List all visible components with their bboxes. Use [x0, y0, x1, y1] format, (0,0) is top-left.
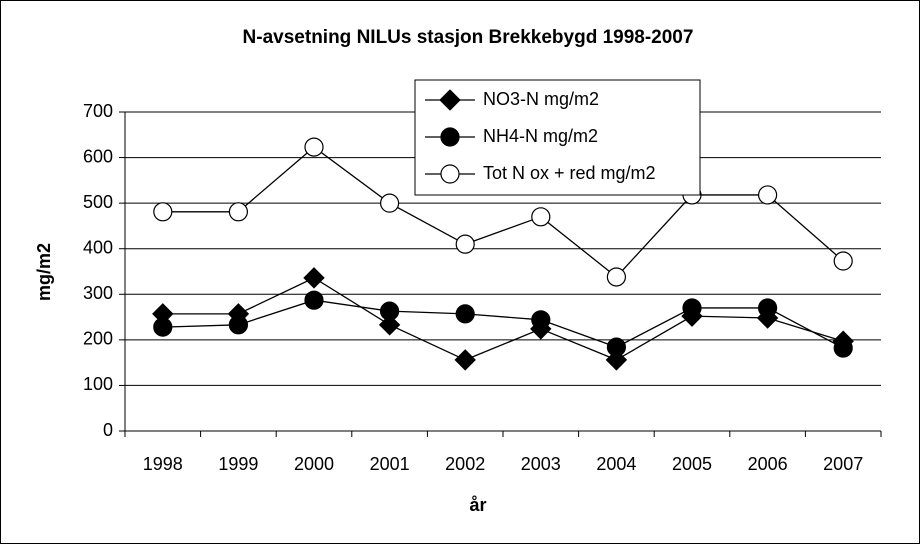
data-point [531, 207, 551, 227]
data-point [606, 337, 627, 357]
data-point [531, 310, 551, 330]
data-point [378, 314, 401, 336]
x-tick-label: 2003 [521, 454, 561, 474]
y-tick-label: 0 [103, 420, 113, 440]
chart-title: N-avsetning NILUs stasjon Brekkebygd 199… [243, 27, 694, 48]
x-tick-label: 2005 [672, 454, 712, 474]
x-tick-label: 2006 [748, 454, 788, 474]
legend-label: Tot N ox + red mg/m2 [483, 163, 656, 183]
data-point [606, 267, 627, 287]
y-axis-label: mg/m2 [34, 243, 54, 301]
data-point [757, 298, 778, 318]
data-point [228, 202, 248, 222]
x-axis-label: år [469, 495, 486, 515]
data-point [228, 315, 248, 335]
data-point [303, 267, 325, 289]
series-line [162, 277, 844, 361]
data-point [455, 304, 475, 324]
legend-marker [440, 164, 460, 184]
y-tick-label: 300 [83, 283, 113, 303]
legend-label: NH4-N mg/m2 [483, 126, 598, 146]
legend-marker [440, 127, 460, 147]
data-point [304, 137, 324, 157]
x-tick-label: 1998 [143, 454, 183, 474]
data-point [682, 298, 702, 318]
x-tick-label: 2001 [370, 454, 410, 474]
x-tick-label: 2007 [823, 454, 863, 474]
data-point [833, 338, 853, 358]
y-tick-label: 700 [83, 101, 113, 121]
data-point [153, 202, 173, 222]
series-line [162, 299, 844, 349]
data-point [304, 290, 324, 310]
y-tick-label: 600 [83, 146, 113, 166]
data-point [153, 317, 173, 337]
y-tick-label: 100 [83, 374, 113, 394]
data-point [757, 185, 778, 205]
x-tick-label: 2000 [294, 454, 334, 474]
data-point [454, 349, 476, 371]
data-point [380, 301, 400, 321]
legend-label: NO3-N mg/m2 [483, 89, 599, 109]
data-point [833, 251, 853, 271]
y-tick-label: 200 [83, 329, 113, 349]
y-tick-label: 400 [83, 237, 113, 257]
series-line [162, 146, 844, 278]
y-tick-label: 500 [83, 192, 113, 212]
legend-marker [439, 89, 461, 111]
data-point [380, 193, 400, 213]
x-tick-label: 2004 [596, 454, 636, 474]
x-tick-label: 2002 [445, 454, 485, 474]
x-tick-label: 1999 [218, 454, 258, 474]
data-point [455, 234, 475, 254]
